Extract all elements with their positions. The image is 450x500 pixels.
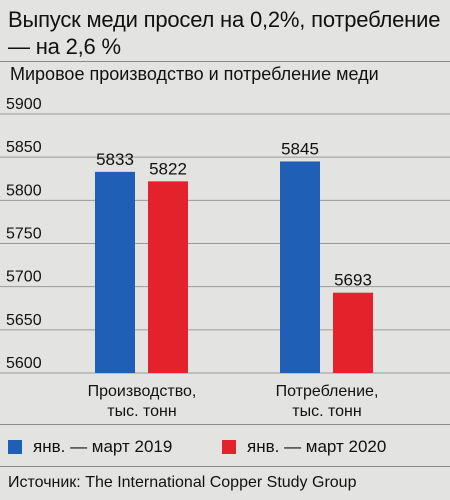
chart-title: Мировое производство и потребление меди <box>10 64 379 84</box>
bar <box>333 292 373 373</box>
legend-label-2019: янв. — март 2019 <box>33 437 173 456</box>
bar-chart: 5900 5850 5800 5750 5700 5650 5600 5833 5822 584… <box>0 96 450 420</box>
bar-value-label: 5833 <box>96 150 134 169</box>
legend-item-2019: янв. — март 2019 <box>8 437 172 457</box>
legend-label-2020: янв. — март 2020 <box>247 437 387 456</box>
legend-swatch-2019 <box>8 440 22 454</box>
bar <box>95 171 135 373</box>
source-note: Источник: The International Copper Study… <box>8 474 357 491</box>
x-category-label: Потребление, тыс. тонн <box>276 383 379 420</box>
legend-item-2020: янв. — март 2020 <box>222 437 386 457</box>
y-tick-label: 5750 <box>6 226 42 243</box>
y-tick-label: 5600 <box>6 355 42 372</box>
bar-value-label: 5693 <box>334 271 372 290</box>
x-category-label: Производство, тыс. тонн <box>88 383 197 420</box>
x-axis-labels: Производство, тыс. тонн Потребление, тыс. т… <box>88 383 379 420</box>
bar <box>148 181 188 373</box>
legend-divider <box>0 424 450 425</box>
bar-value-label: 5845 <box>281 139 319 158</box>
chart-bars: 5833 5822 5845 5693 <box>95 139 373 373</box>
chart-headline: Выпуск меди просел на 0,2%, потребление … <box>8 7 441 59</box>
y-tick-label: 5650 <box>6 312 42 329</box>
source-divider <box>0 466 450 467</box>
y-axis-ticks: 5900 5850 5800 5750 5700 5650 5600 <box>6 96 42 372</box>
y-tick-label: 5700 <box>6 269 42 286</box>
legend-swatch-2020 <box>222 440 236 454</box>
header-divider <box>0 61 450 62</box>
bar-value-label: 5822 <box>149 159 187 178</box>
y-tick-label: 5850 <box>6 139 42 156</box>
y-tick-label: 5900 <box>6 96 42 113</box>
bar <box>280 161 320 373</box>
chart-grid <box>0 113 450 374</box>
y-tick-label: 5800 <box>6 182 42 199</box>
